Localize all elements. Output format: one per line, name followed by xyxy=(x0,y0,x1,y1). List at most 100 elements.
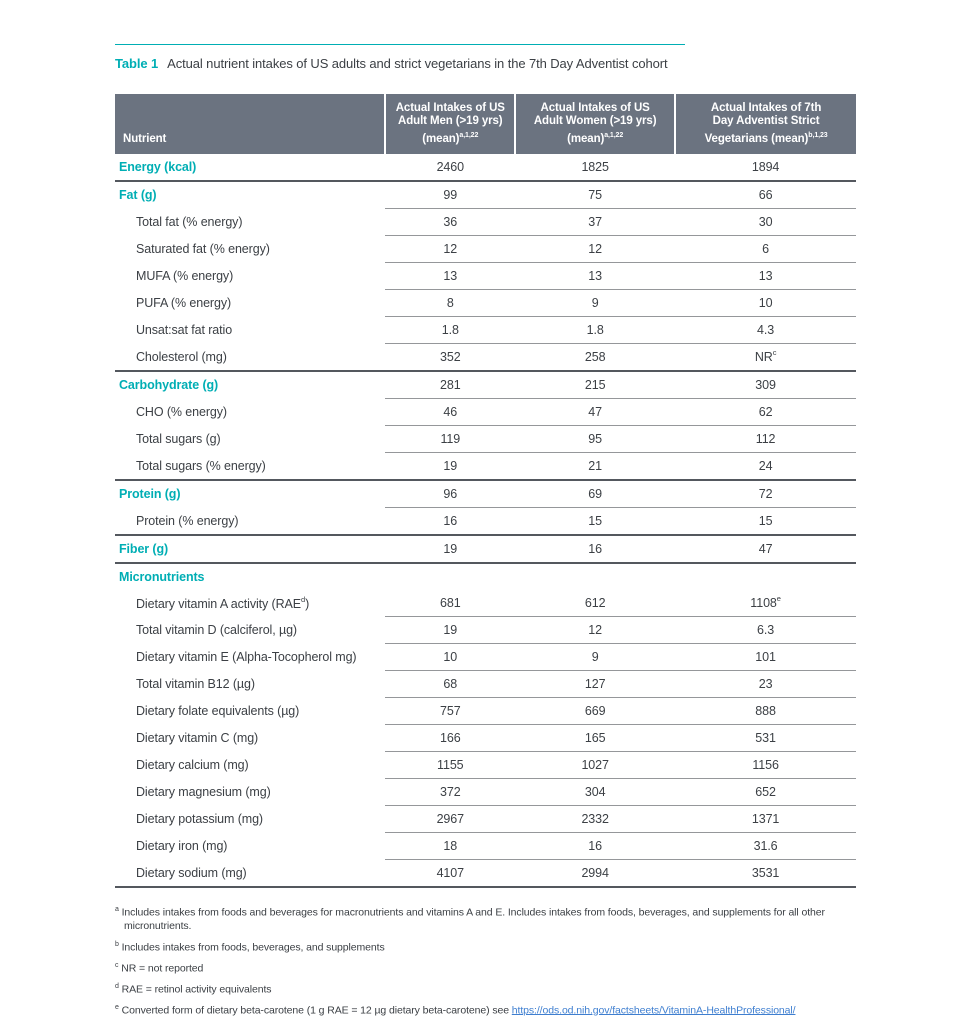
table-row: Carbohydrate (g) 281 215 309 xyxy=(115,371,856,399)
cell-value: 372 xyxy=(385,778,516,806)
nutrient-intake-table: Nutrient Actual Intakes of US Adult Men (>… xyxy=(115,94,856,888)
table-row: Dietary iron (mg) 18 16 31.6 xyxy=(115,832,856,860)
cell-value: 24 xyxy=(675,452,856,481)
cell-value: 258 xyxy=(515,343,676,372)
table-number-label: Table 1 xyxy=(115,56,159,71)
table-row: Dietary folate equivalents (µg) 757 669 888 xyxy=(115,697,856,725)
cell-value: 1155 xyxy=(385,751,516,779)
cell-value: 10 xyxy=(675,289,856,317)
footnote-b: b Includes intakes from foods, beverages… xyxy=(115,940,385,954)
cell-value: 12 xyxy=(515,235,676,263)
table-row: Energy (kcal) 2460 1825 1894 xyxy=(115,154,856,182)
table-caption: Table 1 Actual nutrient intakes of US adu… xyxy=(115,56,856,71)
row-label: Dietary magnesium (mg) xyxy=(136,785,271,799)
cell-value xyxy=(675,563,856,590)
row-label: Saturated fat (% energy) xyxy=(136,242,270,256)
row-label: Protein (% energy) xyxy=(115,507,386,536)
table-row: Dietary vitamin E (Alpha-Tocopherol mg) 1… xyxy=(115,643,856,671)
cell-value: 69 xyxy=(515,480,676,508)
row-label: CHO (% energy) xyxy=(136,405,227,419)
cell-value: 95 xyxy=(515,425,676,453)
cell-value: 46 xyxy=(385,398,516,426)
row-label: Protein (g) xyxy=(119,487,181,502)
cell-value: 9 xyxy=(515,643,676,671)
row-label: Dietary iron (mg) xyxy=(136,839,228,853)
column-header-us-adult-men: Actual Intakes of US Adult Men (>19 yrs)(… xyxy=(384,94,516,154)
row-label: Dietary sodium (mg) xyxy=(115,859,386,888)
title-rule xyxy=(115,44,685,45)
table-row: MUFA (% energy) 13 13 13 xyxy=(115,262,856,290)
cell-value: 21 xyxy=(515,452,676,481)
cell-value: 19 xyxy=(385,452,516,481)
cell-value xyxy=(385,563,515,590)
cell-value: 612 xyxy=(515,590,676,617)
row-label: Dietary vitamin A activity (RAEd) xyxy=(136,594,310,611)
cell-value: 888 xyxy=(675,697,856,725)
cell-value: 75 xyxy=(515,181,676,209)
row-label: Fat (g) xyxy=(119,188,157,203)
cell-value: 96 xyxy=(385,480,516,508)
cell-value: 669 xyxy=(515,697,676,725)
cell-value: 127 xyxy=(515,670,676,698)
table-row: PUFA (% energy) 8 9 10 xyxy=(115,289,856,317)
cell-value: 16 xyxy=(515,832,676,860)
cell-value: 23 xyxy=(675,670,856,698)
cell-value: 6 xyxy=(675,235,856,263)
cell-value: 4.3 xyxy=(675,316,856,344)
cell-value: 1825 xyxy=(515,154,676,182)
cell-value: 352 xyxy=(385,343,516,372)
table-row: Dietary calcium (mg) 1155 1027 1156 xyxy=(115,751,856,779)
row-label: Unsat:sat fat ratio xyxy=(136,323,233,337)
cell-value: 10 xyxy=(385,643,516,671)
footnote-d: d RAE = retinol activity equivalents xyxy=(115,982,272,996)
cell-value: 47 xyxy=(675,535,856,564)
table-row: Total sugars (g) 119 95 112 xyxy=(115,425,856,453)
row-label: Total vitamin D (calciferol, µg) xyxy=(136,623,297,637)
cell-value xyxy=(515,563,675,590)
cell-value: 8 xyxy=(385,289,516,317)
cell-value: 9 xyxy=(515,289,676,317)
cell-value: 281 xyxy=(385,371,516,399)
table-row: Saturated fat (% energy) 12 12 6 xyxy=(115,235,856,263)
table-row: Total sugars (% energy) 19 21 24 xyxy=(115,452,856,481)
row-label: Total fat (% energy) xyxy=(136,215,243,229)
cell-value: 6.3 xyxy=(675,616,856,644)
column-header-nutrient: Nutrient xyxy=(115,94,386,154)
cell-value: 112 xyxy=(675,425,856,453)
table-row: Protein (% energy) 16 15 15 xyxy=(115,507,856,536)
cell-value: 2460 xyxy=(385,154,516,182)
cell-value: 47 xyxy=(515,398,676,426)
row-label: Total sugars (% energy) xyxy=(115,452,386,481)
row-label: Cholesterol (mg) xyxy=(115,343,386,372)
header-row: Nutrient Actual Intakes of US Adult Men (>… xyxy=(115,94,856,154)
footnote-marker: d xyxy=(115,982,119,990)
cell-value: 652 xyxy=(675,778,856,806)
footnote-marker: a xyxy=(115,906,119,913)
row-label: Total sugars (g) xyxy=(136,432,221,446)
table-row: Dietary potassium (mg) 2967 2332 1371 xyxy=(115,805,856,833)
cell-value: 19 xyxy=(385,535,516,564)
row-label: Dietary vitamin E (Alpha-Tocopherol mg) xyxy=(136,650,357,664)
table-row: Total fat (% energy) 36 37 30 xyxy=(115,208,856,236)
footnote-marker: e xyxy=(115,1003,119,1011)
cell-value: 19 xyxy=(385,616,516,644)
table-row: Fiber (g) 19 16 47 xyxy=(115,535,856,564)
cell-value: 101 xyxy=(675,643,856,671)
footnote-c: c NR = not reported xyxy=(115,961,204,975)
cell-value: 72 xyxy=(675,480,856,508)
cell-value: 12 xyxy=(515,616,676,644)
cell-value: 13 xyxy=(675,262,856,290)
cell-value: 1027 xyxy=(515,751,676,779)
cell-value: 30 xyxy=(675,208,856,236)
row-label: Dietary vitamin C (mg) xyxy=(136,731,259,745)
cell-value: 1108e xyxy=(675,590,856,617)
table-row: Dietary vitamin A activity (RAEd) 681 612 1… xyxy=(115,590,856,617)
row-label: Energy (kcal) xyxy=(115,154,386,182)
footnote-a: a Includes intakes from foods and bevera… xyxy=(115,906,825,932)
table-row: Dietary vitamin C (mg) 166 165 531 xyxy=(115,724,856,752)
table-row: Dietary magnesium (mg) 372 304 652 xyxy=(115,778,856,806)
column-header-adventist-strict-vegetarians: Actual Intakes of 7th Day Adventist Stric… xyxy=(674,94,856,154)
cell-value: 15 xyxy=(675,507,856,536)
vitamin-a-factsheet-link[interactable]: https://ods.od.nih.gov/factsheets/Vitami… xyxy=(511,1004,796,1016)
